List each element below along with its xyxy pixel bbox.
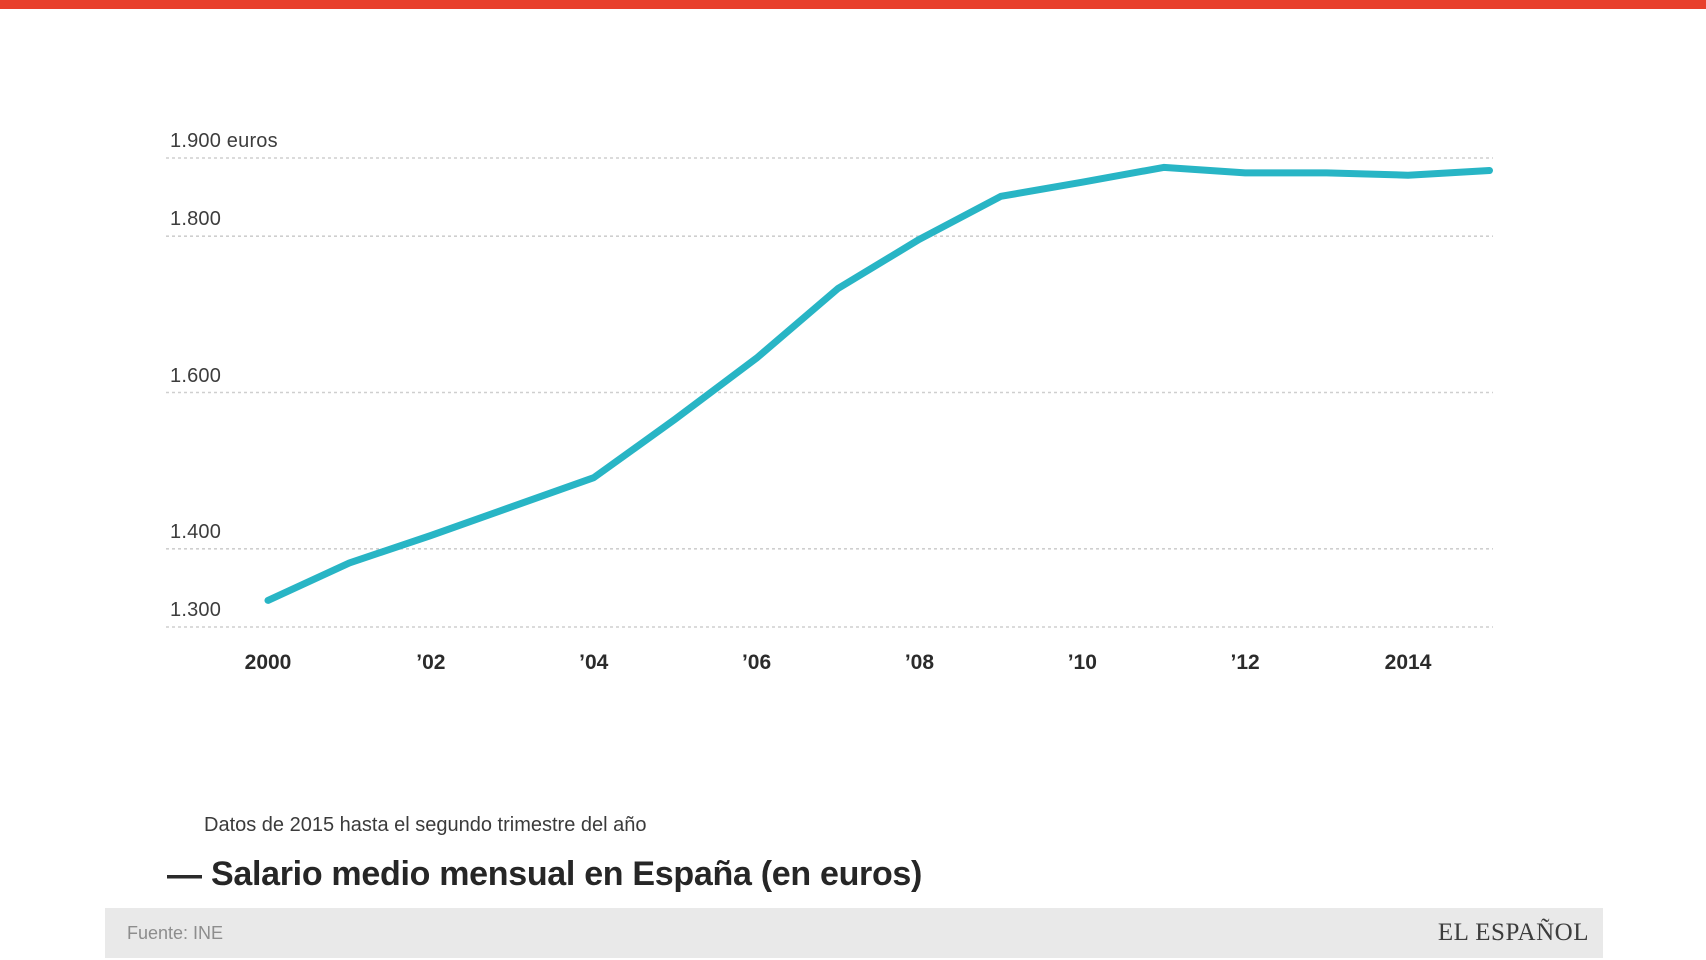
x-tick-label: ’12 <box>1230 651 1260 674</box>
x-tick-label: ’04 <box>579 651 609 674</box>
brand-accent-bar <box>0 0 1706 9</box>
y-tick-label: 1.400 <box>170 520 222 543</box>
gridlines <box>166 157 1493 628</box>
x-tick-label: ’06 <box>741 651 772 674</box>
chart-title: Salario medio mensual en España (en euro… <box>211 855 923 893</box>
chart-legend: — Salario medio mensual en España (en eu… <box>167 855 922 894</box>
y-tick-label: 1.800 <box>170 208 222 231</box>
footer-bar: Fuente: INE EL ESPAÑOL <box>105 908 1603 958</box>
x-tick-label: ’10 <box>1067 651 1097 674</box>
x-tick-label: 2014 <box>1384 651 1432 674</box>
legend-line-mark: — <box>167 855 202 894</box>
y-tick-label: 1.300 <box>170 599 222 621</box>
salary-line-series <box>264 163 1493 604</box>
chart-footnote: Datos de 2015 hasta el segundo trimestre… <box>204 814 647 836</box>
y-tick-label: 1.900 euros <box>170 130 278 152</box>
source-credit: Fuente: INE <box>127 922 224 943</box>
x-tick-label: ’08 <box>904 651 935 674</box>
y-tick-label: 1.600 <box>170 364 222 387</box>
x-tick-label: ’02 <box>416 651 446 674</box>
x-tick-label: 2000 <box>244 651 292 674</box>
brand-logo: EL ESPAÑOL <box>1437 919 1589 946</box>
